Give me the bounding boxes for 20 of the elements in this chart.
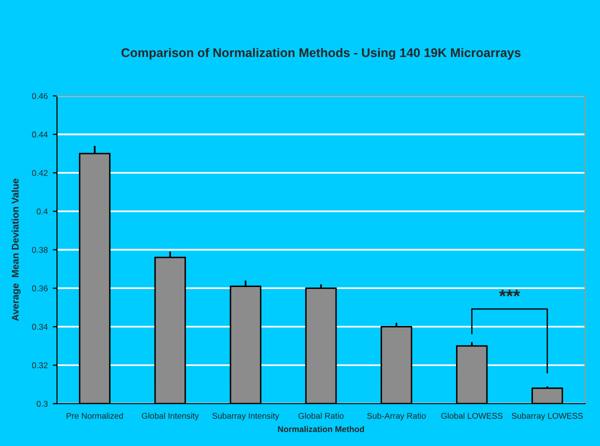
y-tick-label: 0.36 [32,285,48,292]
x-tick-label: Subarray Intensity [212,412,280,420]
y-axis-title: Average Mean Deviation Value [12,178,21,321]
x-axis-title: Normalization Method [278,426,364,432]
y-tick-label: 0.38 [32,246,48,253]
y-tick-label: 0.44 [32,132,48,138]
y-tick-label: 0.46 [32,93,48,99]
x-tick-label: Subarray LOWESS [512,412,583,420]
chart-title: Comparison of Normalization Methods - Using 140 19K Microarrays [121,48,521,60]
y-tick-label: 0.3 [36,400,48,407]
y-tick-label: 0.4 [36,208,48,214]
annotation: *** [499,290,520,296]
x-tick-label: Sub-Array Ratio [367,412,426,420]
x-tick-label: Global LOWESS [441,412,503,419]
x-tick-label: Pre Normalized [66,412,123,419]
x-tick-label: Global Ratio [298,412,344,419]
x-tick-label: Global Intensity [142,412,199,420]
y-tick-label: 0.32 [32,362,48,368]
y-tick-label: 0.34 [32,324,48,330]
y-tick-label: 0.42 [32,170,48,176]
